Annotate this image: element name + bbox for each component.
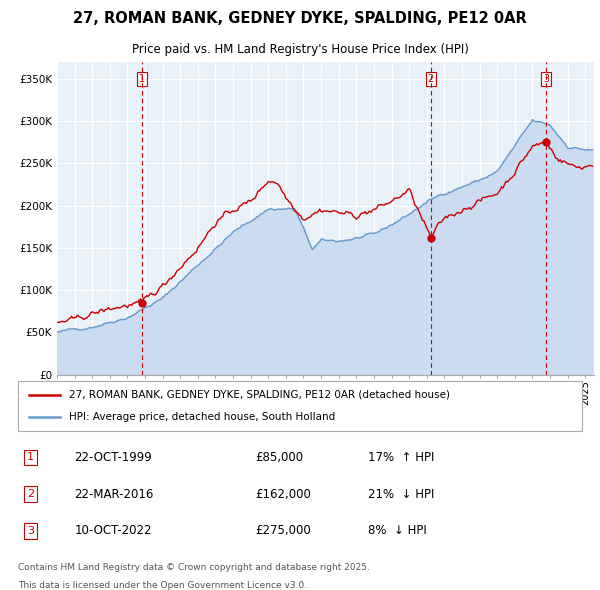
- Text: This data is licensed under the Open Government Licence v3.0.: This data is licensed under the Open Gov…: [18, 581, 307, 590]
- Text: HPI: Average price, detached house, South Holland: HPI: Average price, detached house, Sout…: [69, 412, 335, 422]
- Text: 1: 1: [27, 453, 34, 463]
- Text: 22-OCT-1999: 22-OCT-1999: [74, 451, 152, 464]
- Text: 10-OCT-2022: 10-OCT-2022: [74, 525, 152, 537]
- Text: 17%  ↑ HPI: 17% ↑ HPI: [368, 451, 434, 464]
- Text: 21%  ↓ HPI: 21% ↓ HPI: [368, 487, 434, 501]
- Text: 8%  ↓ HPI: 8% ↓ HPI: [368, 525, 427, 537]
- Text: 2: 2: [427, 74, 434, 84]
- Text: 1: 1: [139, 74, 145, 84]
- Text: 3: 3: [27, 526, 34, 536]
- Text: 27, ROMAN BANK, GEDNEY DYKE, SPALDING, PE12 0AR (detached house): 27, ROMAN BANK, GEDNEY DYKE, SPALDING, P…: [69, 389, 450, 399]
- Text: 27, ROMAN BANK, GEDNEY DYKE, SPALDING, PE12 0AR: 27, ROMAN BANK, GEDNEY DYKE, SPALDING, P…: [73, 11, 527, 26]
- Text: £275,000: £275,000: [255, 525, 311, 537]
- Text: £162,000: £162,000: [255, 487, 311, 501]
- Text: 22-MAR-2016: 22-MAR-2016: [74, 487, 154, 501]
- Text: £85,000: £85,000: [255, 451, 303, 464]
- Text: Price paid vs. HM Land Registry's House Price Index (HPI): Price paid vs. HM Land Registry's House …: [131, 44, 469, 57]
- Text: Contains HM Land Registry data © Crown copyright and database right 2025.: Contains HM Land Registry data © Crown c…: [18, 563, 370, 572]
- Text: 2: 2: [27, 489, 34, 499]
- Text: 3: 3: [543, 74, 549, 84]
